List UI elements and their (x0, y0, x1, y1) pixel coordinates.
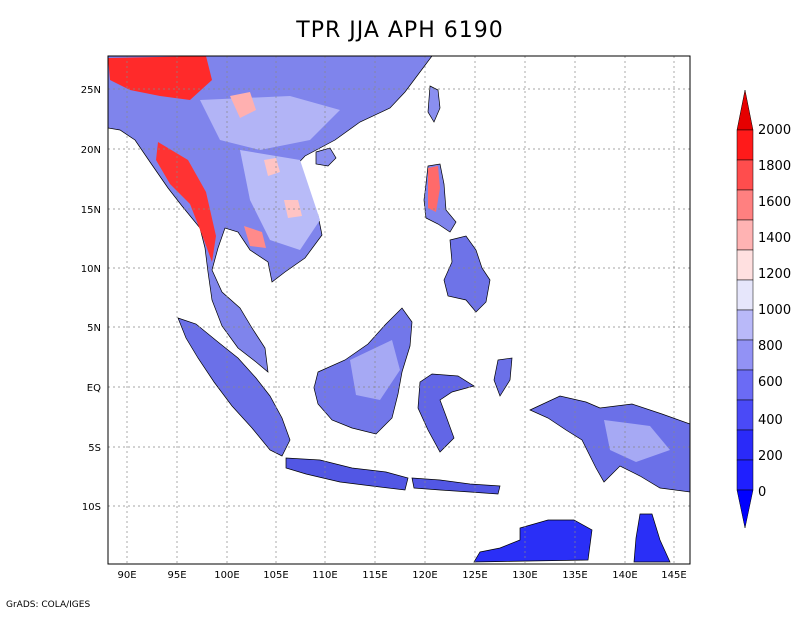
lon-tick: 140E (612, 570, 637, 581)
colorbar-segment (736, 339, 754, 371)
lat-tick: 5S (88, 443, 101, 454)
lat-tick: 20N (81, 145, 101, 156)
hainan (315, 147, 337, 167)
cape-york (633, 513, 671, 563)
lon-tick: 90E (117, 570, 136, 581)
lat-tick: EQ (87, 383, 101, 394)
lat-tick: 10N (81, 264, 101, 275)
moderate-rain-coast (230, 92, 256, 118)
colorbar-label: 2000 (758, 123, 791, 138)
mindanao (443, 235, 491, 313)
lon-tick: 105E (263, 570, 288, 581)
lon-tick: 125E (462, 570, 487, 581)
lat-tick: 10S (82, 502, 101, 513)
lesser-sunda-islands (411, 477, 501, 495)
map-frame (107, 55, 691, 565)
colorbar-label: 1400 (758, 231, 791, 246)
colorbar-segment (736, 309, 754, 341)
latitude-axis: 25N 20N 15N 10N 5N EQ 5S 10S (81, 85, 101, 513)
lon-tick: 100E (214, 570, 239, 581)
colorbar-segment (736, 399, 754, 431)
colorbar-segment (736, 189, 754, 221)
heavy-rain-myanmar-coast (156, 142, 216, 262)
land-precipitation-field (107, 55, 691, 563)
sulawesi (417, 373, 475, 453)
colorbar-segment (736, 159, 754, 191)
lon-tick: 95E (167, 570, 186, 581)
colorbar-label: 1200 (758, 267, 791, 282)
colorbar-top-arrow (736, 89, 754, 131)
colorbar-segment (736, 219, 754, 251)
colorbar-label: 0 (758, 485, 766, 500)
longitude-axis: 90E 95E 100E 105E 110E 115E 120E 125E 13… (117, 570, 686, 581)
colorbar-label: 1000 (758, 303, 791, 318)
colorbar-segment (736, 249, 754, 281)
colorbar-label: 800 (758, 339, 783, 354)
colorbar-segment (736, 279, 754, 311)
colorbar-bottom-arrow (736, 489, 754, 529)
light-zone-new-guinea (604, 420, 670, 462)
light-zone-borneo (350, 340, 400, 400)
colorbar-label: 200 (758, 449, 783, 464)
colorbar-segment (736, 429, 754, 461)
colorbar: 2000 1800 1600 1400 1200 1000 800 600 40… (736, 89, 791, 529)
lon-tick: 135E (562, 570, 587, 581)
lon-tick: 120E (412, 570, 437, 581)
credit-text: GrADS: COLA/IGES (6, 600, 91, 610)
colorbar-label: 400 (758, 413, 783, 428)
graticule (108, 56, 690, 564)
java (285, 457, 409, 491)
colorbar-segment (736, 369, 754, 401)
colorbar-label: 600 (758, 375, 783, 390)
lat-tick: 15N (81, 205, 101, 216)
lon-tick: 130E (512, 570, 537, 581)
lat-tick: 5N (87, 323, 101, 334)
northern-australia (473, 519, 593, 563)
moluccas (493, 357, 513, 397)
lon-tick: 110E (312, 570, 337, 581)
heavy-rain-luzon (428, 166, 440, 212)
map-title: TPR JJA APH 6190 (296, 18, 504, 43)
light-zone-indochina (240, 150, 320, 250)
lat-tick: 25N (81, 85, 101, 96)
lon-tick: 115E (362, 570, 387, 581)
colorbar-label: 1600 (758, 195, 791, 210)
heavy-rain-cambodia (244, 226, 266, 248)
colorbar-segment (736, 129, 754, 161)
colorbar-segment (736, 459, 754, 491)
lon-tick: 145E (661, 570, 686, 581)
light-zone-china (200, 96, 340, 150)
colorbar-label: 1800 (758, 159, 791, 174)
taiwan (427, 85, 441, 123)
